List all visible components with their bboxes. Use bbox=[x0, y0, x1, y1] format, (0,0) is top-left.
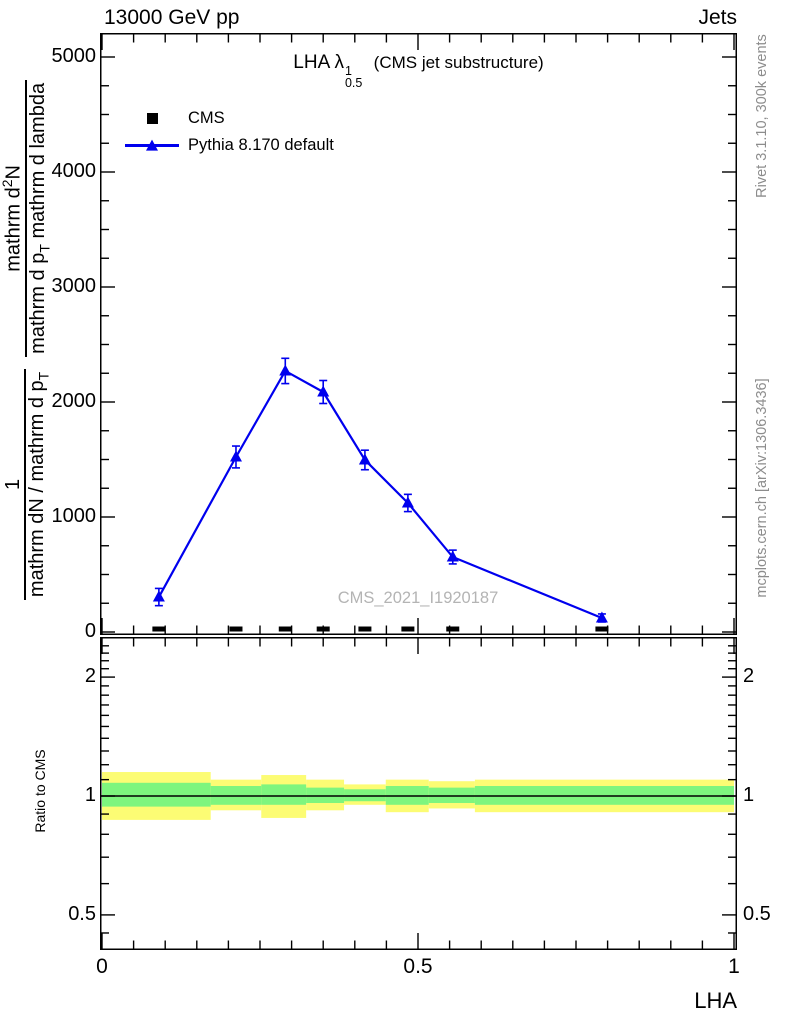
y-axis-label-frac2: mathrm d2N mathrm d pT mathrm d lambda bbox=[0, 79, 54, 357]
x-tick-label: 0.5 bbox=[403, 955, 433, 978]
cms-data-series bbox=[152, 626, 609, 632]
main-plot-panel: CMS_2021_I1920187 bbox=[100, 33, 737, 635]
rivet-version-note: Rivet 3.1.10, 300k events bbox=[754, 34, 770, 198]
x-tick-label: 1 bbox=[728, 955, 740, 978]
x-tick-label: 0 bbox=[96, 955, 108, 978]
ratio-y-tick-label-left: 2 bbox=[84, 665, 96, 688]
legend-label: CMS bbox=[188, 109, 225, 127]
title-analysis: (CMS jet substructure) bbox=[373, 53, 544, 72]
title-observable: LHA bbox=[293, 52, 330, 73]
pythia-triangle-marker-icon bbox=[146, 139, 158, 151]
main-y-tick-label: 0 bbox=[84, 620, 96, 642]
legend-item-cms: CMS bbox=[120, 105, 334, 132]
main-y-tick-label: 5000 bbox=[51, 45, 97, 67]
lambda-symbol: λ bbox=[334, 52, 344, 73]
ratio-panel-frame bbox=[100, 637, 737, 950]
pythia-mc-series bbox=[152, 357, 608, 623]
ratio-y-tick-label-left: 0.5 bbox=[68, 902, 96, 925]
x-axis-label: LHA bbox=[694, 988, 737, 1013]
plot-title: LHA λ 1 0.5 (CMS jet substructure) bbox=[100, 52, 737, 89]
ratio-axis-ticks bbox=[101, 638, 736, 949]
mcplots-reference-note: mcplots.cern.ch [arXiv:1306.3436] bbox=[754, 378, 770, 598]
ratio-plot-panel bbox=[100, 637, 737, 950]
legend-label: Pythia 8.170 default bbox=[188, 136, 334, 154]
svg-text:CMS_2021_I1920187: CMS_2021_I1920187 bbox=[338, 589, 499, 607]
process-label: Jets bbox=[698, 6, 737, 29]
main-panel-frame bbox=[100, 33, 737, 635]
main-y-tick-label: 3000 bbox=[51, 275, 97, 297]
legend: CMS Pythia 8.170 default bbox=[120, 105, 334, 159]
legend-item-pythia: Pythia 8.170 default bbox=[120, 132, 334, 159]
main-y-tick-label: 1000 bbox=[51, 505, 97, 527]
ratio-y-tick-label-right: 1 bbox=[743, 784, 755, 806]
watermark: CMS_2021_I1920187 bbox=[338, 589, 499, 607]
ratio-y-tick-label-left: 1 bbox=[84, 784, 96, 806]
main-y-tick-label: 2000 bbox=[51, 390, 97, 412]
ratio-y-tick-label-right: 2 bbox=[743, 665, 755, 688]
cms-square-marker-icon bbox=[146, 113, 158, 124]
lambda-exponents: 1 0.5 bbox=[344, 64, 363, 90]
beam-energy-label: 13000 GeV pp bbox=[104, 6, 240, 29]
ratio-y-tick-label-right: 0.5 bbox=[743, 902, 771, 925]
main-axis-ticks bbox=[101, 34, 736, 634]
y-axis-label: 1 mathrm dN / mathrm d pT mathrm d2N mat… bbox=[0, 20, 55, 660]
main-y-tick-label: 4000 bbox=[51, 160, 97, 182]
